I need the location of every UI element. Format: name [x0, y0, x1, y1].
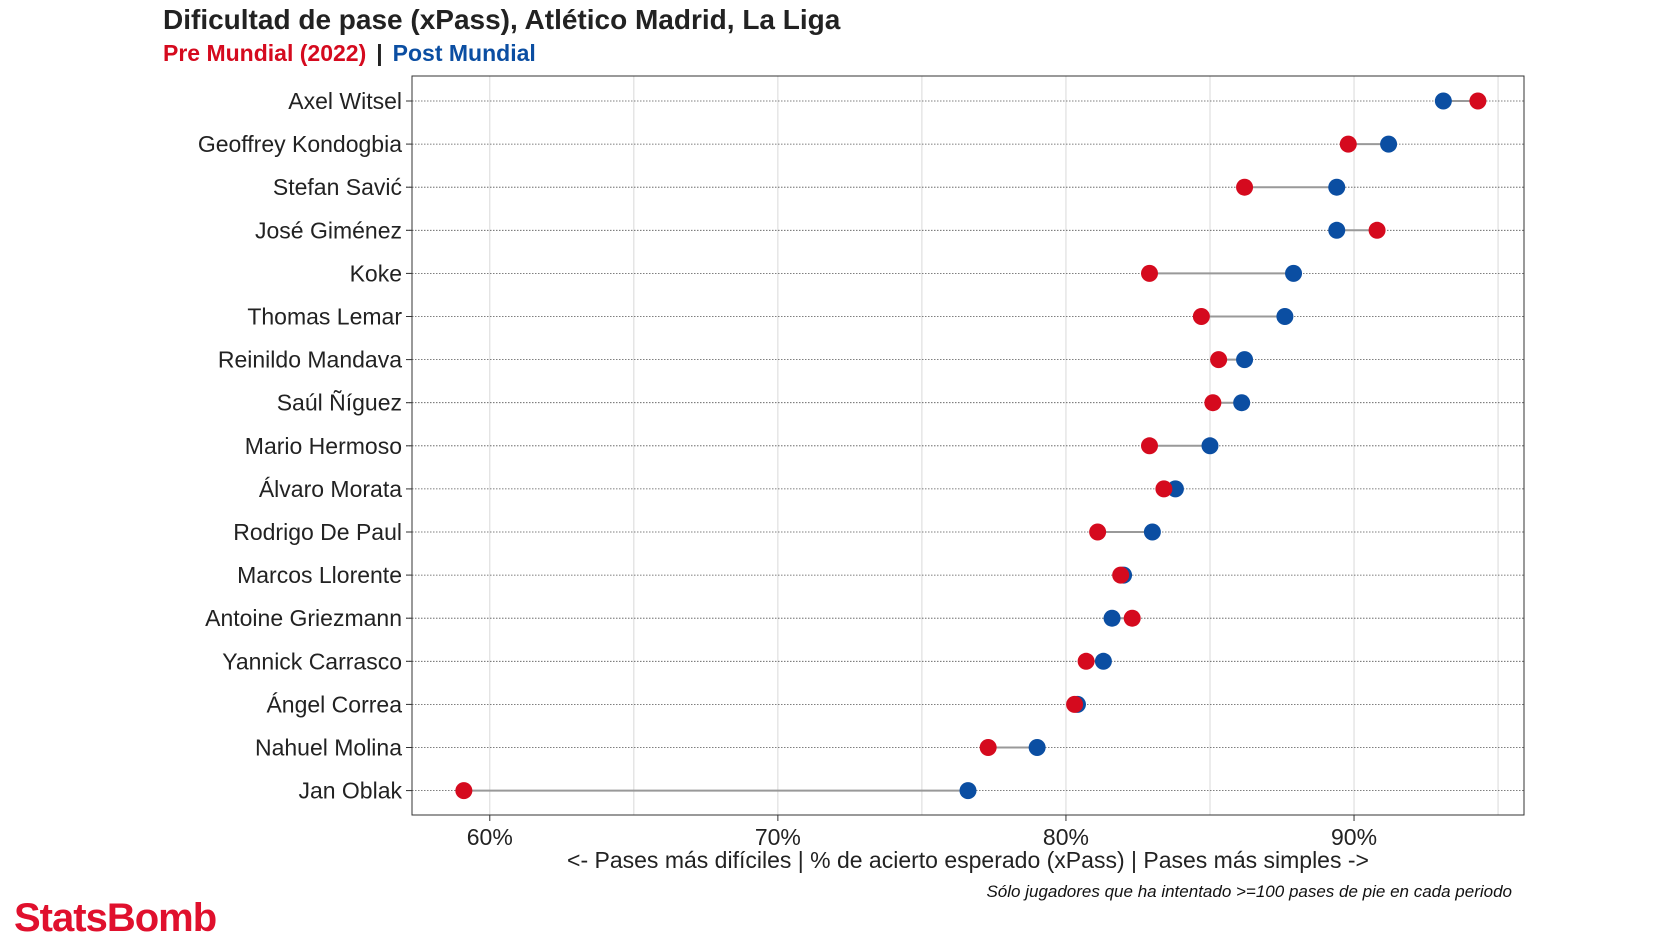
point-post-mundial: [1434, 92, 1452, 110]
point-pre-mundial: [1112, 566, 1130, 584]
point-post-mundial: [1094, 652, 1112, 670]
point-post-mundial: [1276, 308, 1294, 325]
player-label: Koke: [350, 260, 402, 286]
player-label: Jan Oblak: [298, 778, 402, 804]
legend-pre-label: Pre Mundial (2022): [163, 40, 367, 66]
point-post-mundial: [1380, 135, 1398, 153]
point-pre-mundial: [1210, 351, 1228, 369]
legend-post-label: Post Mundial: [392, 40, 536, 66]
point-pre-mundial: [1368, 221, 1386, 239]
chart-title: Dificultad de pase (xPass), Atlético Mad…: [163, 4, 841, 35]
player-label: Thomas Lemar: [247, 304, 402, 330]
x-tick-label: 60%: [467, 824, 513, 850]
point-pre-mundial: [1123, 609, 1141, 627]
player-label: Saúl Ñíguez: [277, 390, 402, 416]
point-post-mundial: [1233, 394, 1251, 412]
point-pre-mundial: [455, 782, 473, 800]
point-pre-mundial: [1192, 308, 1210, 325]
x-axis-title: <- Pases más difíciles | % de acierto es…: [567, 847, 1369, 873]
point-pre-mundial: [979, 739, 997, 756]
x-axis: 60% 70% 80% 90%: [406, 100, 1377, 850]
player-label: Marcos Llorente: [237, 562, 402, 588]
data-marks: [455, 92, 1487, 800]
point-pre-mundial: [1066, 695, 1084, 713]
point-post-mundial: [959, 782, 977, 800]
legend-separator: |: [376, 40, 383, 66]
point-pre-mundial: [1339, 135, 1357, 153]
x-tick-label: 90%: [1331, 824, 1377, 850]
player-label: Ángel Correa: [266, 691, 402, 717]
player-label: Reinildo Mandava: [218, 347, 402, 373]
point-pre-mundial: [1204, 394, 1222, 412]
statsbomb-logo: StatsBomb: [14, 896, 217, 940]
point-pre-mundial: [1140, 437, 1158, 455]
x-tick-label: 70%: [755, 824, 801, 850]
point-post-mundial: [1328, 178, 1346, 196]
player-label: Axel Witsel: [288, 88, 402, 114]
point-pre-mundial: [1155, 480, 1173, 498]
chart-subtitle: Pre Mundial (2022) | Post Mundial: [163, 40, 536, 67]
point-post-mundial: [1028, 739, 1046, 756]
point-pre-mundial: [1140, 264, 1158, 282]
player-label: José Giménez: [255, 217, 402, 243]
point-pre-mundial: [1236, 178, 1254, 196]
player-label: Rodrigo De Paul: [233, 519, 402, 545]
footnote-caption: Sólo jugadores que ha intentado >=100 pa…: [986, 882, 1512, 901]
point-post-mundial: [1201, 437, 1219, 455]
point-post-mundial: [1285, 264, 1303, 282]
player-label: Yannick Carrasco: [222, 648, 402, 674]
player-labels: Axel Witsel Geoffrey Kondogbia Stefan Savi…: [198, 88, 403, 804]
player-label: Álvaro Morata: [259, 476, 402, 502]
point-post-mundial: [1236, 351, 1254, 369]
player-label: Geoffrey Kondogbia: [198, 131, 402, 157]
player-label: Antoine Griezmann: [205, 605, 402, 631]
point-pre-mundial: [1469, 92, 1487, 110]
point-post-mundial: [1328, 221, 1346, 239]
grid-layer: [406, 76, 1524, 815]
player-label: Nahuel Molina: [255, 735, 402, 761]
player-label: Stefan Savić: [273, 174, 402, 200]
point-post-mundial: [1143, 523, 1161, 541]
player-label: Mario Hermoso: [245, 433, 402, 459]
plot-panel-border: [411, 75, 1525, 816]
point-post-mundial: [1103, 609, 1121, 627]
point-pre-mundial: [1077, 652, 1095, 670]
point-pre-mundial: [1089, 523, 1107, 541]
x-tick-label: 80%: [1043, 824, 1089, 850]
